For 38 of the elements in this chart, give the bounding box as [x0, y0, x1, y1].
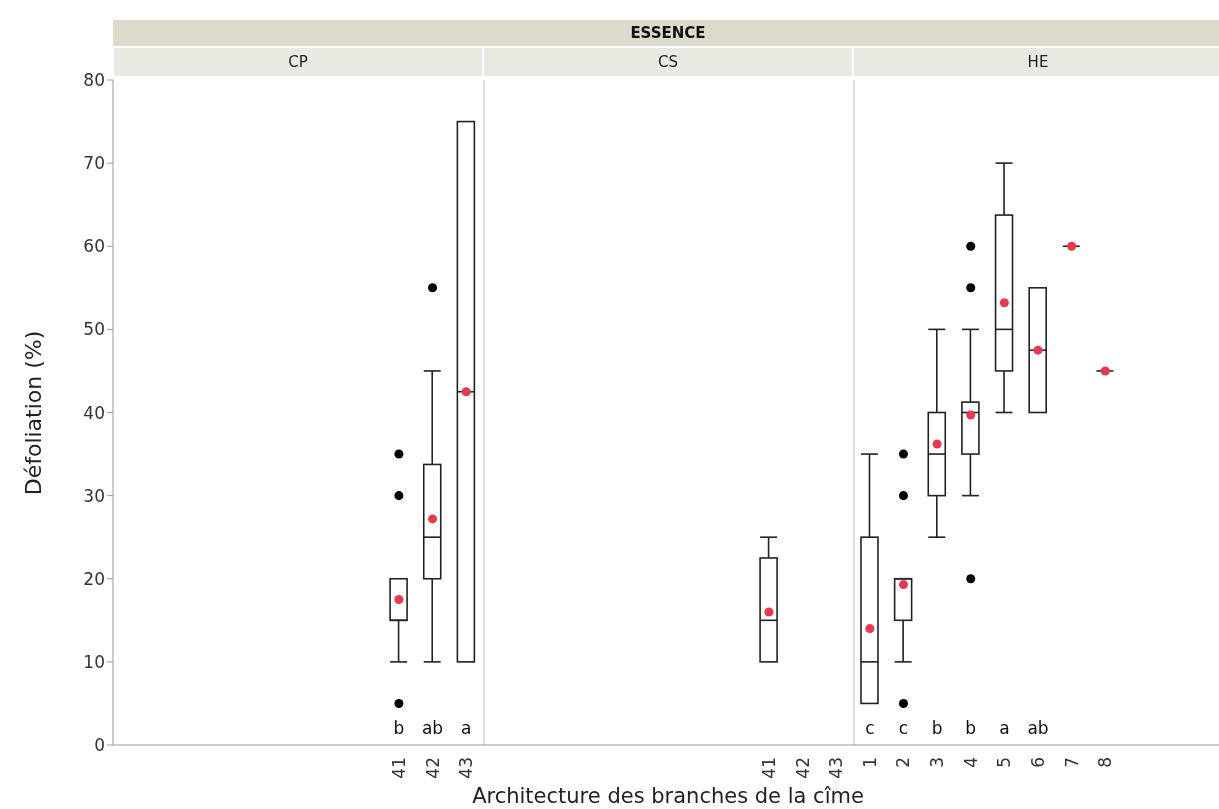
x-tick-label: 43	[456, 757, 477, 779]
x-tick-label: 41	[388, 757, 409, 779]
y-tick-label: 20	[83, 568, 105, 589]
annotation: ab	[1027, 718, 1049, 739]
chart-title: CP	[114, 48, 482, 76]
y-tick-label: 50	[83, 319, 105, 340]
y-axis-title: Défoliation (%)	[20, 330, 46, 495]
y-tick-label: 70	[83, 153, 105, 174]
x-tick-label: 1	[859, 757, 880, 768]
chart-subtitle: ESSENCE	[113, 20, 1219, 46]
x-tick-label: 42	[792, 757, 813, 779]
x-axis-title: Architecture des branches de la cîme	[471, 784, 865, 808]
chart-title: CS	[484, 48, 852, 76]
x-tick-label: 42	[422, 757, 443, 779]
x-tick-label: 7	[1061, 757, 1082, 768]
annotation: a	[999, 718, 1010, 739]
y-tick-label: 30	[83, 485, 105, 506]
y-tick-label: 80	[83, 70, 105, 91]
x-tick-label: 3	[927, 757, 948, 768]
annotation: c	[865, 718, 875, 739]
annotation: b	[965, 718, 977, 739]
x-tick-label: 41	[758, 757, 779, 779]
y-tick-label: 40	[83, 402, 105, 423]
annotation: b	[393, 718, 405, 739]
y-tick-label: 0	[94, 735, 105, 756]
x-tick-label: 6	[1028, 757, 1048, 768]
annotation: a	[460, 718, 472, 739]
x-tick-label: 2	[893, 757, 914, 768]
x-tick-label: 43	[826, 757, 847, 779]
annotation: b	[931, 718, 943, 739]
annotation: ab	[421, 718, 444, 739]
annotation: c	[898, 718, 909, 739]
x-tick-label: 5	[994, 757, 1015, 768]
chart-title: HE	[854, 48, 1219, 76]
y-tick-label: 10	[83, 651, 105, 672]
x-tick-label: 4	[960, 757, 981, 768]
x-tick-label: 8	[1095, 757, 1116, 768]
y-tick-label: 60	[83, 236, 105, 257]
